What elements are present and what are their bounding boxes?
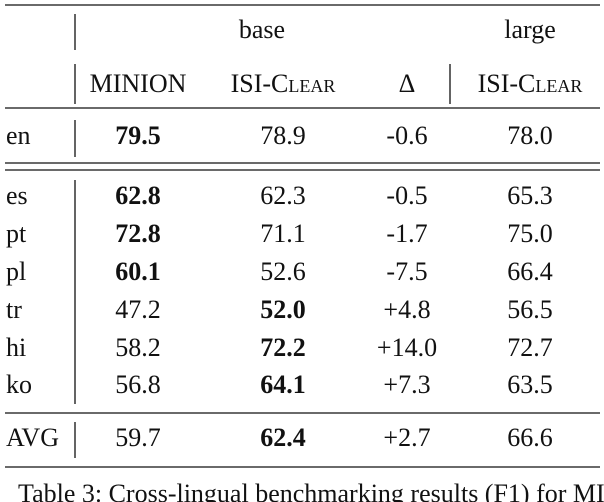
row-label: tr [6, 295, 22, 324]
cell: 58.2 [115, 333, 161, 362]
cell: 66.4 [507, 257, 553, 286]
cell: 72.2 [260, 333, 306, 362]
cell: 64.1 [260, 370, 306, 399]
cell: -0.6 [386, 121, 427, 150]
cell: 66.6 [507, 423, 553, 452]
cell: 56.8 [115, 370, 161, 399]
row-label: pt [6, 219, 27, 248]
cell: -1.7 [386, 219, 427, 248]
cell: 62.4 [260, 423, 306, 452]
cell: +14.0 [377, 333, 437, 362]
cell: 62.8 [115, 181, 161, 210]
cell: 72.7 [507, 333, 553, 362]
cell: 52.6 [260, 257, 306, 286]
cell: 72.8 [115, 219, 161, 248]
row-label: AVG [6, 423, 59, 452]
column-header: Δ [399, 69, 416, 98]
cell: 79.5 [115, 121, 161, 150]
row-label: en [6, 121, 31, 150]
cell: 78.9 [260, 121, 306, 150]
column-header: ISI-Clear [231, 69, 336, 98]
cell: +4.8 [383, 295, 430, 324]
cell: 71.1 [260, 219, 306, 248]
cell: 52.0 [260, 295, 306, 324]
cell: 75.0 [507, 219, 553, 248]
column-header: ISI-Clear [478, 69, 583, 98]
caption: Table 3: Cross-lingual benchmarking resu… [18, 479, 604, 502]
cell: 56.5 [507, 295, 553, 324]
cell: 63.5 [507, 370, 553, 399]
cell: -0.5 [386, 181, 427, 210]
cell: 78.0 [507, 121, 553, 150]
cell: 60.1 [115, 257, 161, 286]
row-label: hi [6, 333, 26, 362]
cell: 62.3 [260, 181, 306, 210]
column-header: MINION [90, 69, 187, 98]
row-label: ko [6, 370, 32, 399]
group-header: base [239, 15, 285, 44]
cell: +7.3 [383, 370, 430, 399]
group-header: large [504, 15, 556, 44]
cell: 59.7 [115, 423, 161, 452]
row-label: pl [6, 257, 26, 286]
cell: 47.2 [115, 295, 161, 324]
row-label: es [6, 181, 28, 210]
cell: -7.5 [386, 257, 427, 286]
cell: 65.3 [507, 181, 553, 210]
cell: +2.7 [383, 423, 430, 452]
